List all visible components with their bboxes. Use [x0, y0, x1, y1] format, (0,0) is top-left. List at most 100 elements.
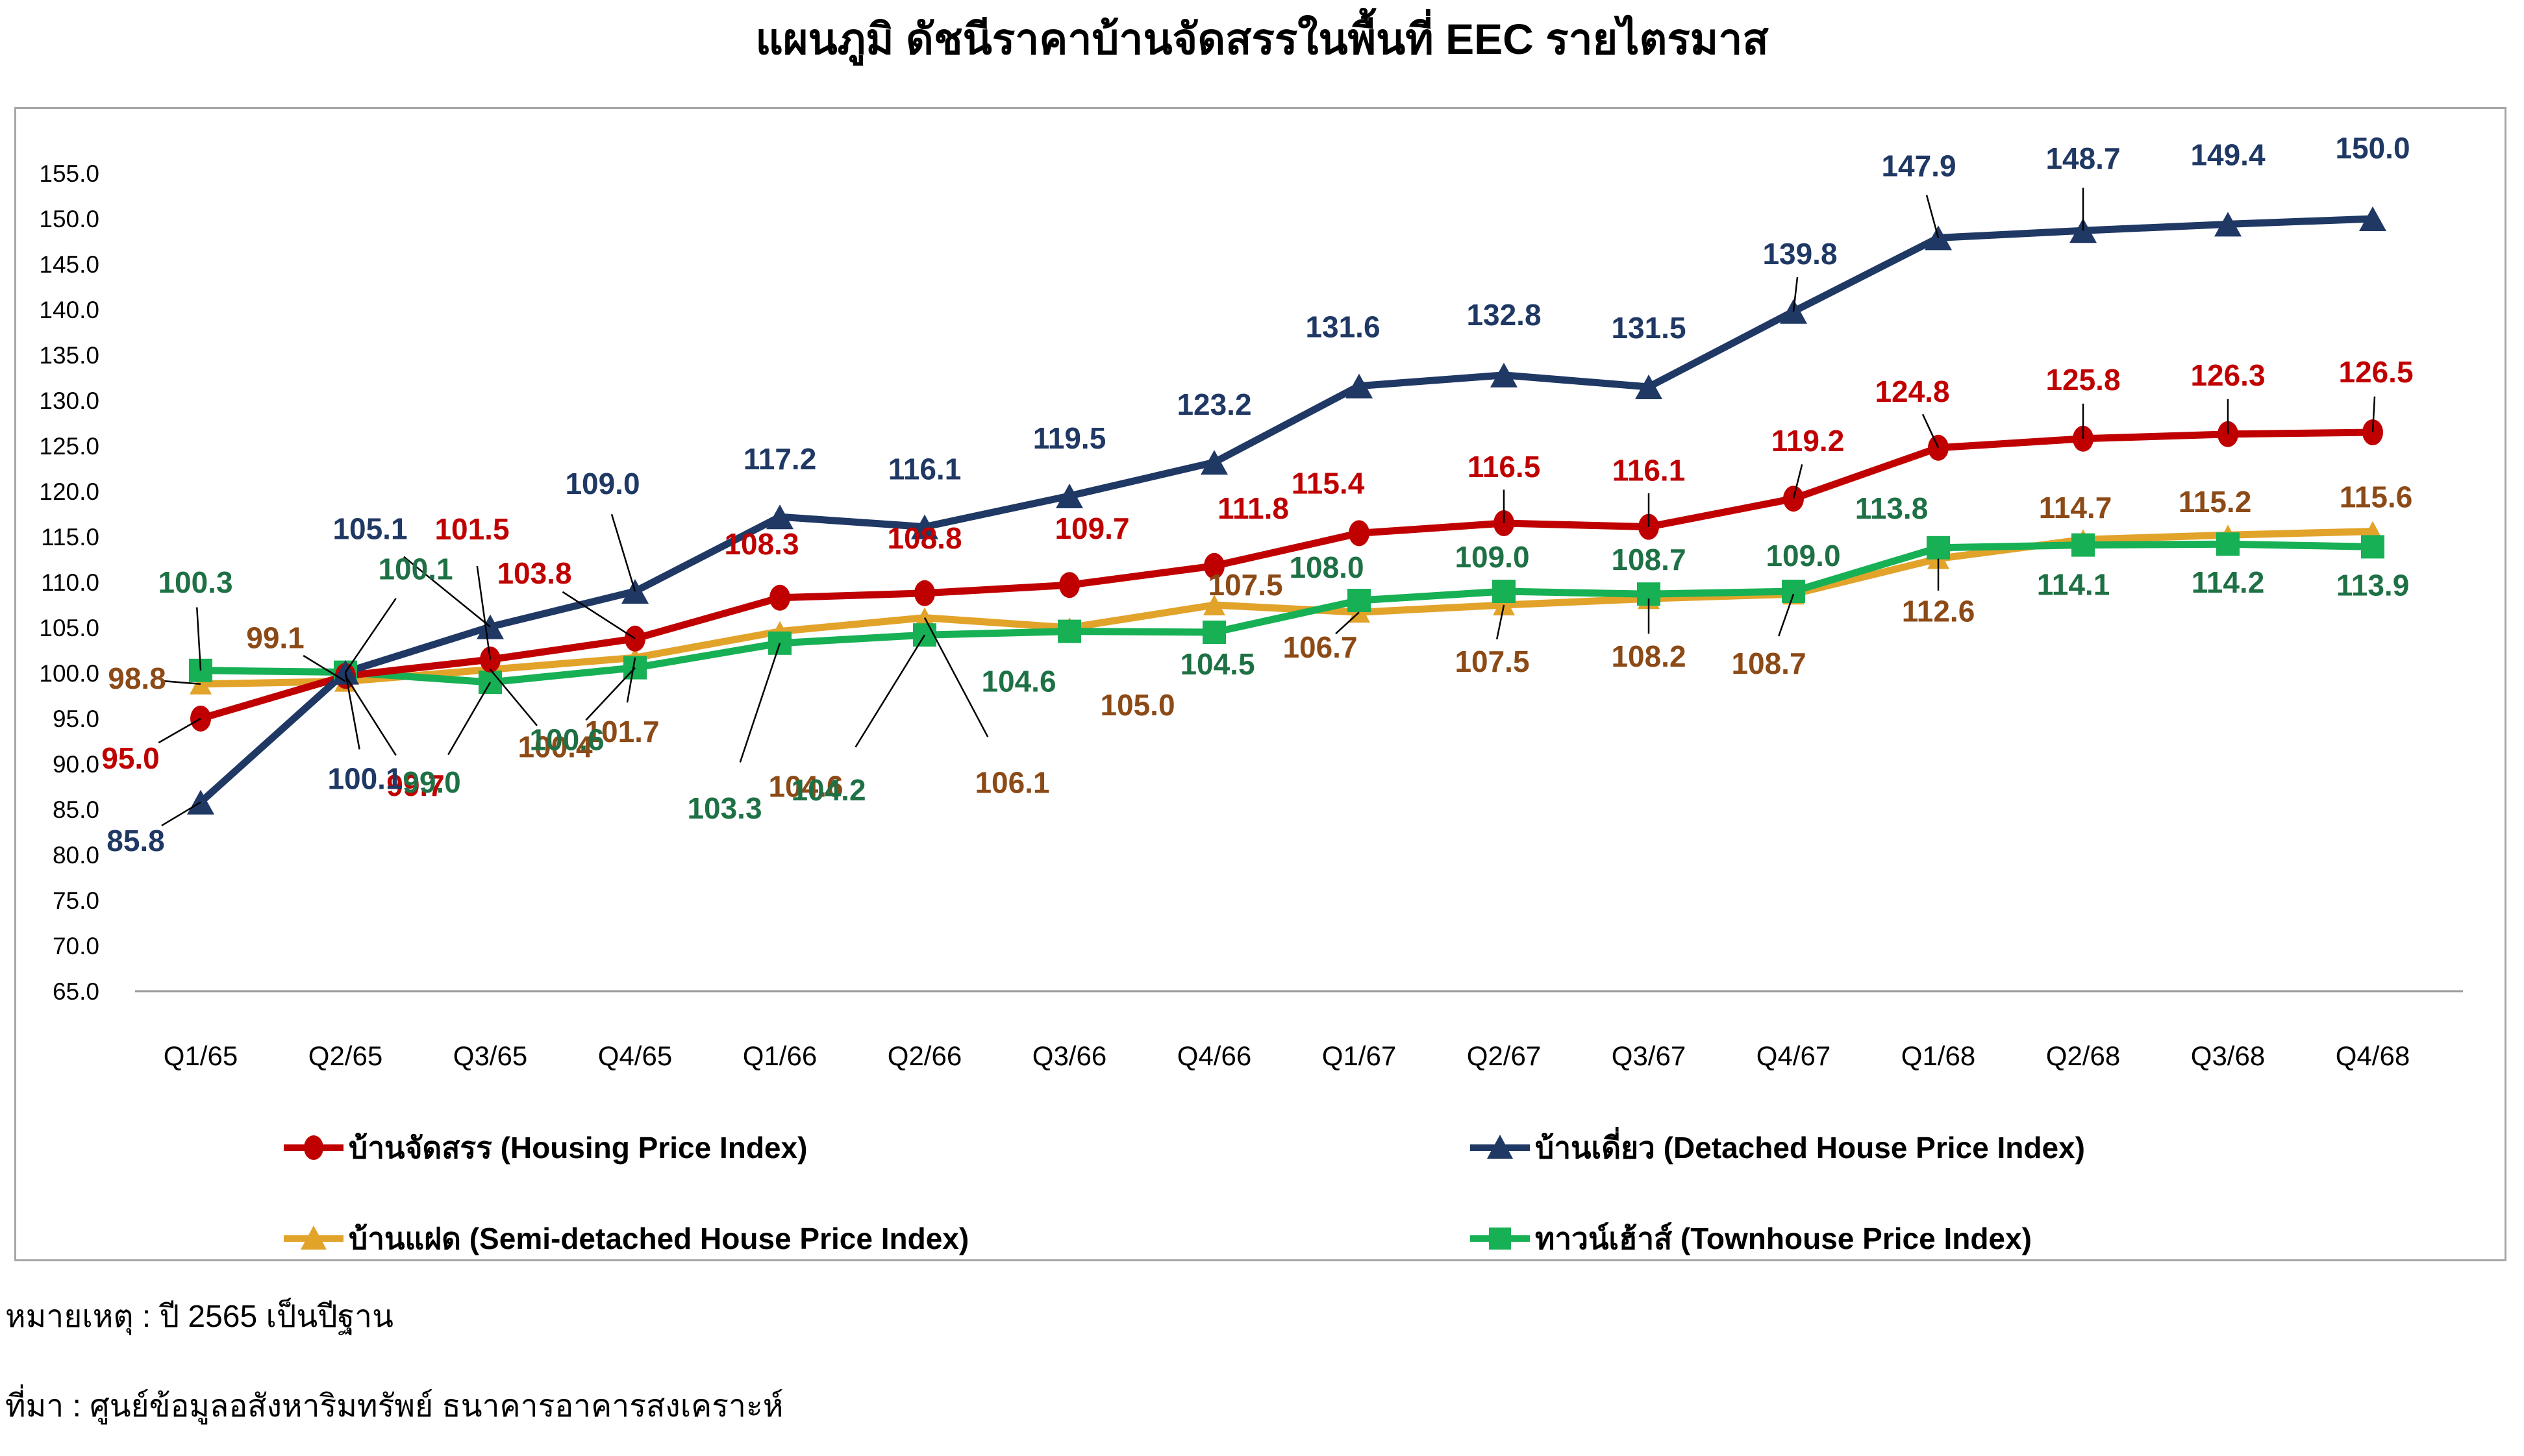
legend-item-detached: บ้านเดี่ยว (Detached House Price Index)	[1468, 1118, 2085, 1177]
y-tick-label: 95.0	[53, 706, 99, 732]
series-line	[197, 215, 2377, 806]
label-leader-line	[447, 682, 492, 756]
data-label: 115.6	[2340, 480, 2413, 514]
y-tick-label: 115.0	[41, 524, 99, 550]
y-tick-label: 140.0	[39, 297, 99, 323]
data-label: 103.8	[497, 556, 571, 590]
label-leader-line	[610, 513, 636, 592]
legend-item-housing: บ้านจัดสรร (Housing Price Index)	[281, 1118, 807, 1177]
label-leader-line	[1778, 593, 1795, 637]
data-label: 131.6	[1305, 310, 1380, 344]
label-leader-line	[1792, 464, 1803, 499]
data-point-marker	[1349, 520, 1369, 547]
data-label: 105.1	[332, 512, 407, 546]
data-label: 108.8	[887, 521, 962, 555]
label-leader-line	[1925, 195, 1940, 238]
label-leader-line	[1335, 611, 1360, 635]
data-label: 125.8	[2045, 363, 2120, 397]
footnote-source: ที่มา : ศูนย์ข้อมูลอสังหาริมทรัพย์ ธนาคา…	[5, 1389, 784, 1424]
triangle-legend-marker-icon	[284, 1226, 344, 1250]
y-tick-label: 145.0	[39, 251, 99, 278]
data-label: 99.1	[246, 621, 305, 655]
data-label: 105.0	[1100, 688, 1175, 722]
data-label: 109.0	[565, 467, 640, 500]
data-label: 107.5	[1208, 568, 1282, 602]
data-point-marker	[1345, 373, 1373, 399]
data-label: 104.6	[981, 665, 1056, 698]
y-tick-label: 125.0	[39, 433, 99, 460]
data-label: 114.1	[2037, 568, 2110, 602]
data-label: 147.9	[1881, 149, 1956, 182]
y-tick-label: 155.0	[39, 160, 99, 187]
data-label: 119.5	[1033, 421, 1106, 455]
data-label: 101.7	[584, 715, 659, 748]
y-tick-label: 65.0	[53, 978, 99, 1005]
y-tick-label: 100.0	[39, 660, 99, 687]
label-leader-line	[855, 634, 926, 748]
y-tick-label: 90.0	[53, 751, 99, 778]
data-label: 104.6	[768, 770, 843, 804]
data-label: 99.7	[386, 769, 445, 802]
data-point-marker	[914, 580, 935, 606]
data-label: 126.3	[2190, 358, 2265, 392]
data-label: 109.0	[1455, 540, 1529, 574]
data-point-marker	[1056, 484, 1083, 508]
data-point-marker	[1203, 595, 1225, 615]
y-tick-label: 105.0	[39, 615, 99, 641]
data-label: 85.8	[106, 824, 165, 858]
square-legend-marker-icon	[1470, 1228, 1530, 1250]
data-point-marker	[1782, 580, 1805, 603]
x-tick-label: Q2/68	[2046, 1041, 2120, 1071]
y-tick-label: 75.0	[53, 887, 99, 914]
x-tick-label: Q3/65	[453, 1041, 527, 1071]
data-label: 108.7	[1731, 647, 1806, 680]
y-tick-label: 150.0	[39, 206, 99, 232]
data-point-marker	[2214, 212, 2242, 237]
data-label: 109.7	[1055, 512, 1129, 545]
data-label: 148.7	[2045, 142, 2120, 175]
data-label: 116.5	[1468, 450, 1541, 484]
label-leader-line	[739, 643, 781, 763]
label-leader-line	[161, 801, 201, 826]
triangle-legend-marker-icon	[1470, 1135, 1530, 1159]
data-point-marker	[1347, 589, 1371, 612]
data-label: 112.6	[1902, 595, 1975, 628]
y-tick-label: 110.0	[41, 569, 99, 596]
x-tick-label: Q2/67	[1467, 1041, 1541, 1071]
x-tick-label: Q2/65	[308, 1041, 382, 1071]
label-leader-line	[162, 680, 201, 685]
data-label: 113.8	[1855, 491, 1929, 525]
data-label: 116.1	[888, 452, 962, 486]
data-label: 95.0	[101, 741, 160, 775]
footnote-base-year: หมายเหตุ : ปี 2565 เป็นปีฐาน	[5, 1300, 394, 1334]
data-label: 117.2	[743, 442, 817, 476]
x-tick-label: Q1/65	[164, 1041, 238, 1071]
data-point-marker	[2359, 206, 2386, 231]
label-leader-line	[585, 667, 636, 721]
data-label: 113.9	[2336, 568, 2410, 602]
y-tick-label: 85.0	[53, 796, 99, 823]
label-leader-line	[923, 617, 989, 737]
y-tick-label: 80.0	[53, 842, 99, 869]
legend-label: ทาวน์เฮ้าส์ (Townhouse Price Index)	[1535, 1221, 2032, 1255]
data-label: 100.1	[378, 552, 453, 586]
data-label: 101.5	[434, 512, 509, 546]
legend-label: บ้านจัดสรร (Housing Price Index)	[349, 1130, 808, 1165]
label-leader-line	[1792, 277, 1799, 312]
data-point-marker	[1492, 580, 1516, 603]
x-tick-label: Q3/66	[1032, 1041, 1106, 1071]
circle-legend-marker-icon	[284, 1135, 344, 1160]
series-line	[197, 540, 2377, 686]
x-tick-label: Q2/66	[888, 1041, 962, 1071]
x-tick-label: Q4/65	[598, 1041, 672, 1071]
data-point-marker	[1204, 552, 1225, 579]
data-label: 100.3	[158, 565, 232, 599]
data-label: 139.8	[1762, 237, 1837, 271]
x-tick-label: Q3/67	[1612, 1041, 1686, 1071]
data-label: 103.3	[687, 791, 762, 825]
data-label: 100.4	[518, 730, 593, 763]
data-label: 108.7	[1611, 543, 1686, 576]
data-label: 106.1	[975, 766, 1049, 800]
data-label: 114.7	[2039, 491, 2112, 524]
y-tick-label: 70.0	[53, 933, 99, 959]
